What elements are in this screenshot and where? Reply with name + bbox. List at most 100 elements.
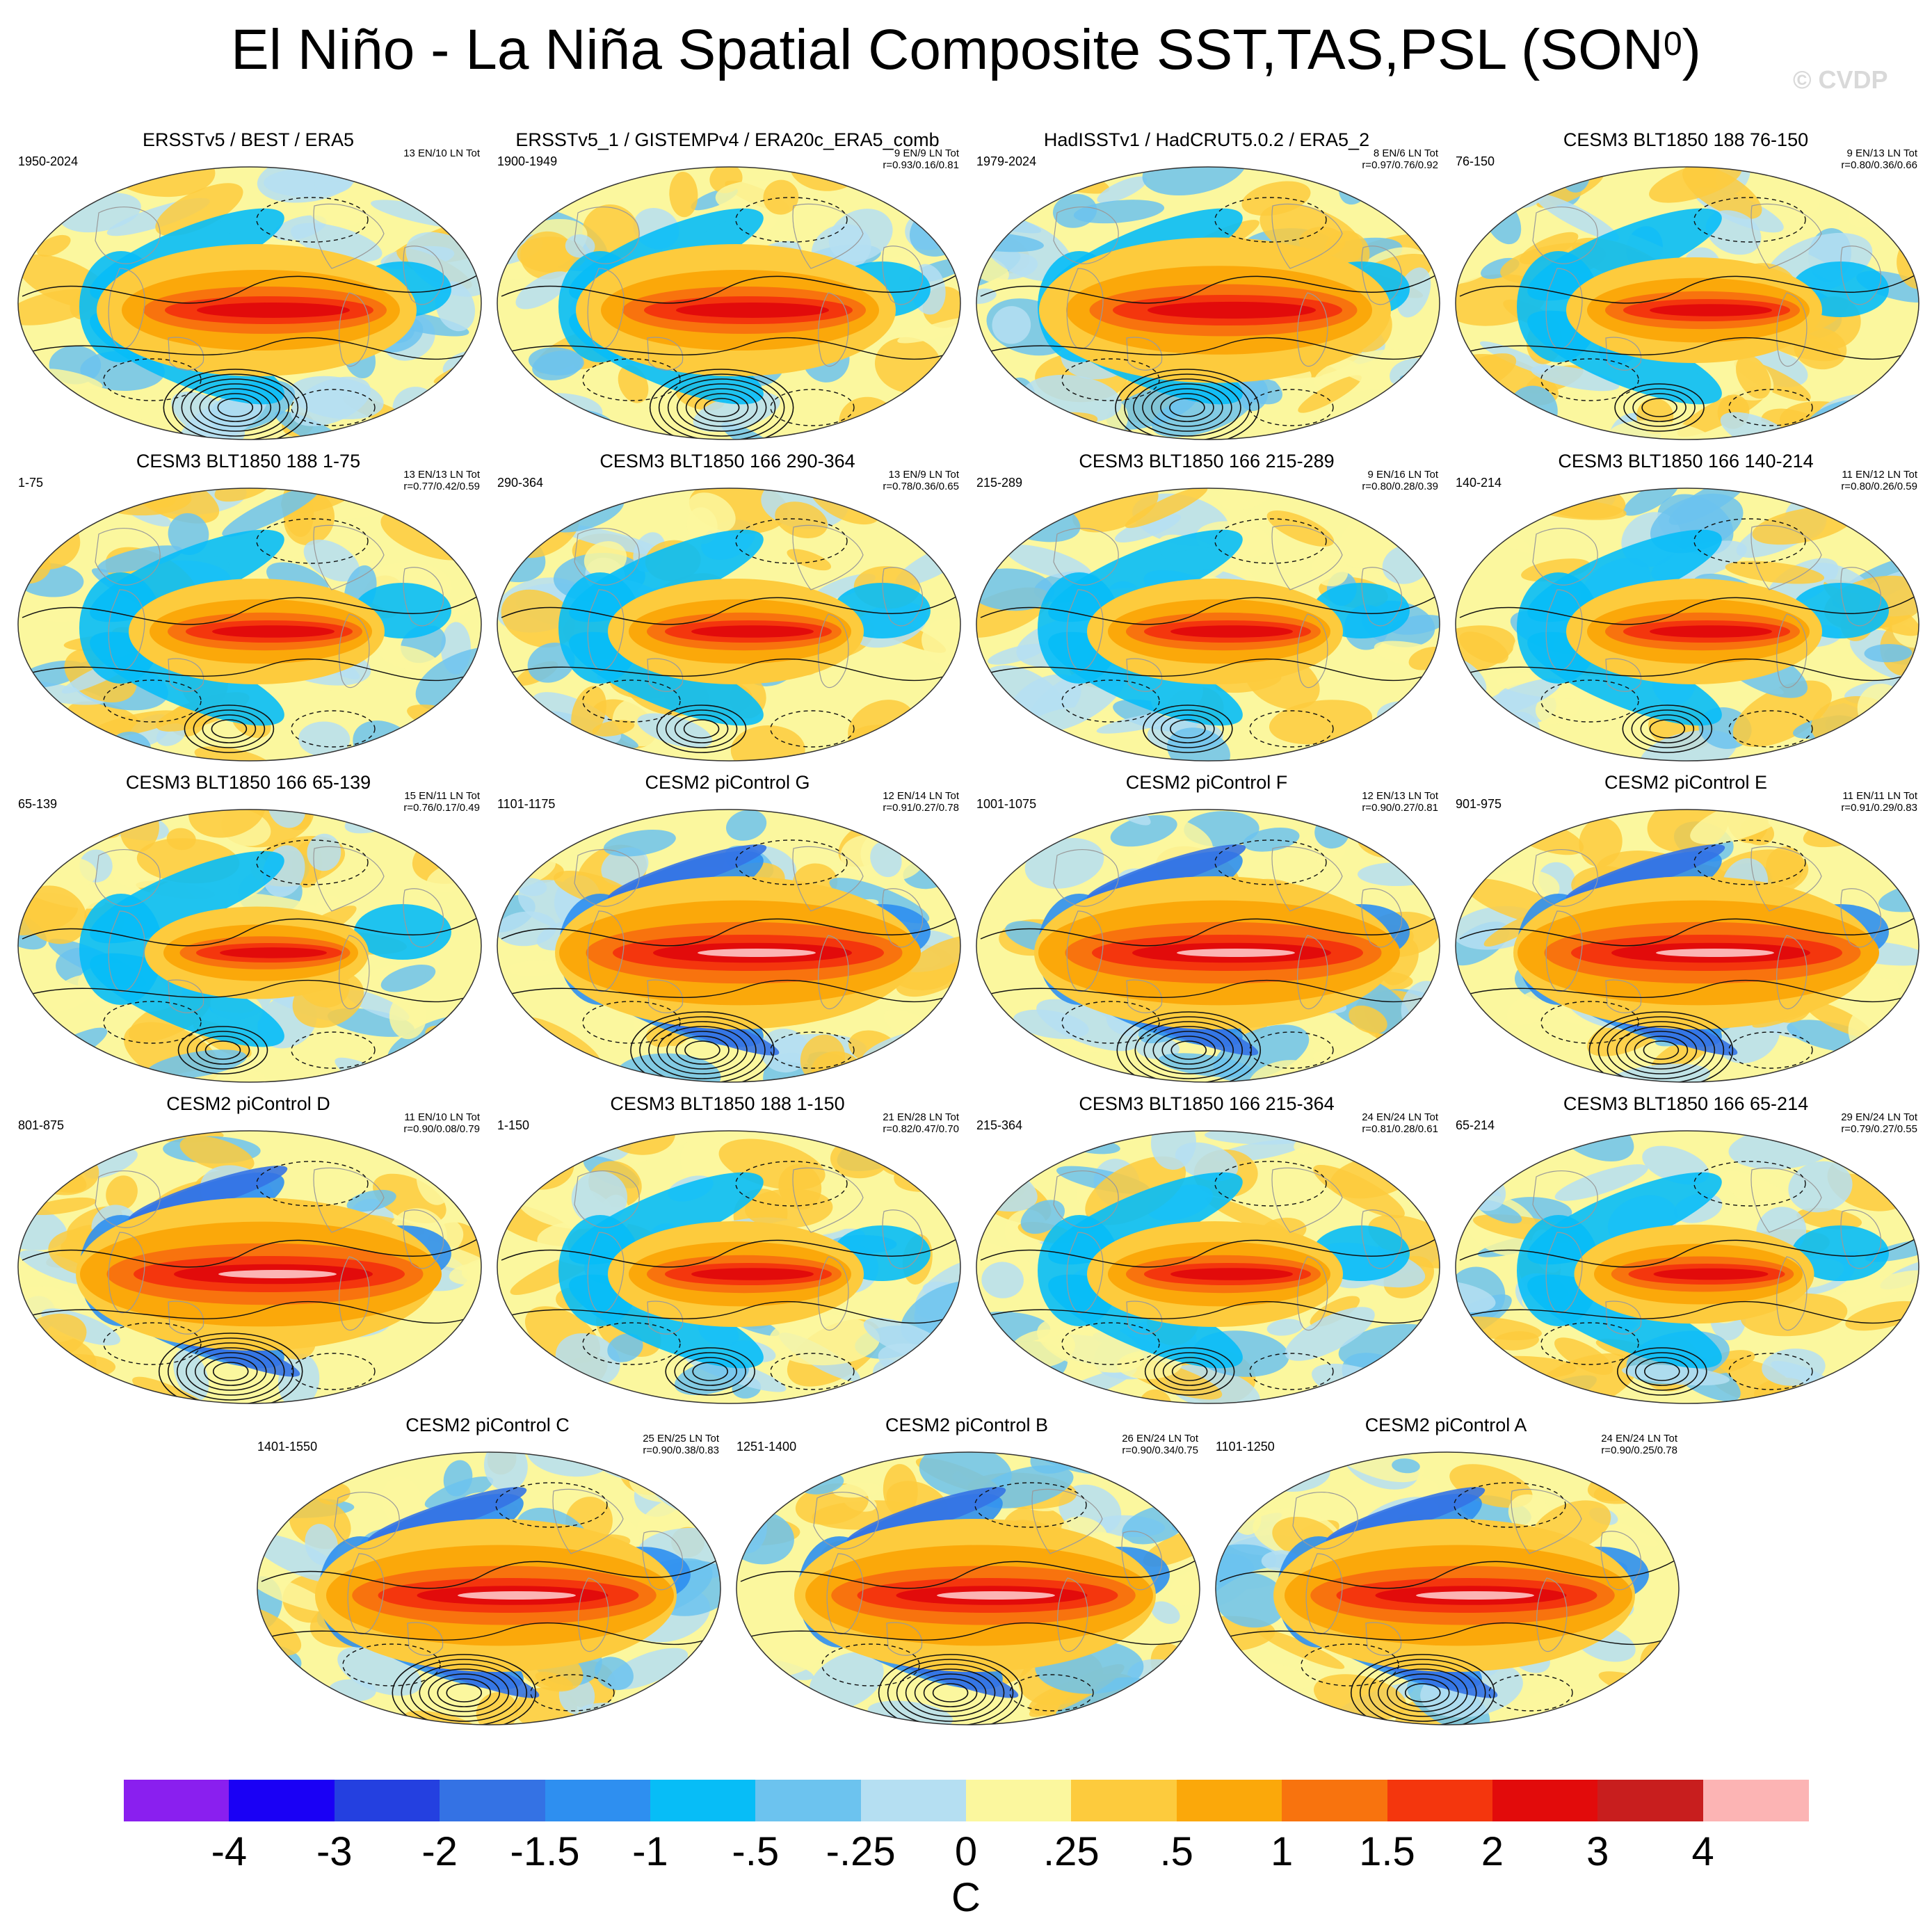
continent-outline bbox=[168, 337, 204, 371]
psl-contour bbox=[29, 979, 475, 1003]
psl-contour-positive bbox=[1169, 398, 1205, 417]
sst-anomaly-field bbox=[497, 167, 960, 440]
map-panel: CESM3 BLT1850 166 65-214 65-214 29 EN/24 L… bbox=[1446, 1092, 1926, 1412]
anomaly-patch bbox=[1795, 423, 1835, 440]
anomaly-patch bbox=[669, 171, 698, 218]
panel-pattern-correlation: r=0.91/0.27/0.78 bbox=[883, 802, 959, 814]
psl-contour-positive bbox=[212, 1362, 249, 1381]
panel-pattern-correlation: r=0.81/0.28/0.61 bbox=[1362, 1123, 1438, 1135]
continent-outline bbox=[642, 1531, 684, 1591]
anomaly-patch bbox=[426, 490, 467, 520]
psl-contour-negative bbox=[256, 839, 369, 885]
psl-contour bbox=[987, 1301, 1433, 1324]
continent-outline bbox=[339, 935, 370, 1010]
continent-outline bbox=[95, 206, 161, 264]
anomaly-patch bbox=[303, 539, 360, 582]
psl-zero-contour bbox=[740, 1560, 1196, 1589]
continent-outline bbox=[1271, 524, 1343, 590]
continent-outline bbox=[95, 1170, 161, 1228]
panel-title: CESM2 piControl A bbox=[1365, 1415, 1527, 1435]
anomaly-patch bbox=[607, 1333, 643, 1362]
colorbar-tick-label: 0 bbox=[954, 1829, 978, 1874]
psl-contour-negative bbox=[1488, 1674, 1573, 1712]
panel-title: CESM2 piControl G bbox=[645, 772, 810, 793]
panel-title: CESM3 BLT1850 188 76-150 bbox=[1563, 129, 1809, 150]
psl-contour-positive bbox=[184, 705, 275, 753]
sst-anomaly-field bbox=[497, 1131, 960, 1403]
anomaly-patch bbox=[571, 1170, 628, 1225]
psl-contour-negative bbox=[735, 1161, 848, 1207]
panel-title: CESM2 piControl C bbox=[405, 1415, 570, 1435]
anomaly-patch bbox=[981, 1262, 1024, 1298]
psl-contour-positive bbox=[1368, 1664, 1477, 1722]
anomaly-patch bbox=[37, 369, 103, 390]
anomaly-patch bbox=[1269, 700, 1373, 745]
psl-contour-positive bbox=[176, 1342, 285, 1401]
continent-outline bbox=[1031, 1488, 1103, 1554]
psl-contour-negative bbox=[1693, 1161, 1806, 1207]
anomaly-patch bbox=[18, 376, 51, 401]
anomaly-patch bbox=[1796, 1207, 1862, 1230]
anomaly-patch bbox=[1394, 1131, 1426, 1151]
panel-en-ln-count: 29 EN/24 LN Tot bbox=[1841, 1111, 1917, 1123]
anomaly-patch bbox=[775, 501, 828, 538]
sst-anomaly-field bbox=[1216, 1452, 1679, 1725]
continent-outline bbox=[95, 527, 161, 586]
panel-years: 1251-1400 bbox=[736, 1440, 797, 1454]
panel-event-counts: 15 EN/11 LN Tot r=0.76/0.17/0.49 bbox=[403, 790, 480, 814]
continent-outline bbox=[1361, 567, 1403, 627]
psl-zero-contour bbox=[1459, 275, 1915, 304]
psl-contour-positive bbox=[1160, 393, 1214, 422]
map-outline bbox=[497, 166, 961, 440]
panel-pattern-correlation: r=0.80/0.36/0.66 bbox=[1841, 159, 1917, 171]
anomaly-patch bbox=[268, 810, 306, 828]
panel-event-counts: 24 EN/24 LN Tot r=0.81/0.28/0.61 bbox=[1362, 1111, 1438, 1135]
anomaly-patch bbox=[89, 710, 181, 738]
anomaly-patch bbox=[992, 306, 1031, 344]
colorbar-box bbox=[1387, 1780, 1493, 1821]
panel-en-ln-count: 24 EN/24 LN Tot bbox=[1601, 1433, 1677, 1444]
psl-contour-negative bbox=[1061, 1001, 1160, 1044]
panel-event-counts: 12 EN/13 LN Tot r=0.90/0.27/0.81 bbox=[1362, 790, 1438, 814]
anomaly-patch bbox=[995, 488, 1042, 522]
anomaly-patch bbox=[528, 347, 584, 376]
psl-contour-positive bbox=[437, 1678, 492, 1707]
psl-contour-negative bbox=[256, 197, 369, 243]
panel-pattern-correlation: r=0.93/0.16/0.81 bbox=[883, 159, 959, 171]
continent-outline bbox=[574, 527, 640, 586]
psl-contour-positive bbox=[208, 393, 263, 422]
psl-contour bbox=[987, 658, 1433, 682]
psl-contour-negative bbox=[103, 1001, 202, 1044]
anomaly-patch bbox=[18, 402, 44, 427]
anomaly-patch bbox=[1884, 1038, 1919, 1062]
psl-zero-contour bbox=[1459, 1239, 1915, 1268]
el-nino-tongue-layer bbox=[1650, 304, 1772, 316]
psl-zero-contour bbox=[1219, 1560, 1675, 1589]
continent-outline bbox=[108, 268, 145, 350]
panel-years: 65-139 bbox=[18, 797, 58, 811]
psl-contour bbox=[268, 1622, 714, 1645]
psl-contour-negative bbox=[1728, 1031, 1813, 1069]
continent-outline bbox=[313, 524, 385, 590]
continent-outline bbox=[574, 848, 640, 907]
panel-en-ln-count: 13 EN/10 LN Tot bbox=[403, 147, 480, 159]
panel-title: CESM3 BLT1850 188 1-150 bbox=[610, 1093, 845, 1114]
cool-anomaly-region bbox=[1517, 572, 1600, 684]
panel-en-ln-count: 13 EN/13 LN Tot bbox=[403, 469, 480, 481]
psl-contour bbox=[987, 337, 1433, 360]
anomaly-patch bbox=[37, 234, 71, 257]
map-outline bbox=[497, 488, 961, 762]
panel-pattern-correlation: r=0.78/0.36/0.65 bbox=[883, 481, 959, 492]
panel-pattern-correlation: r=0.80/0.28/0.39 bbox=[1362, 481, 1438, 492]
map-panel: CESM2 piControl A 1101-1250 24 EN/24 LN To… bbox=[1206, 1413, 1686, 1733]
el-nino-tongue-layer bbox=[212, 625, 335, 638]
continent-outline bbox=[1053, 1170, 1119, 1228]
panel-years: 76-150 bbox=[1456, 154, 1495, 168]
anomaly-patch bbox=[307, 833, 341, 871]
psl-contour-positive bbox=[1614, 383, 1705, 432]
map-outline bbox=[736, 1451, 1200, 1725]
psl-contour-negative bbox=[1693, 197, 1806, 243]
anomaly-patch bbox=[1349, 1005, 1387, 1034]
psl-contour-positive bbox=[649, 369, 794, 440]
anomaly-patch bbox=[1013, 1053, 1071, 1072]
